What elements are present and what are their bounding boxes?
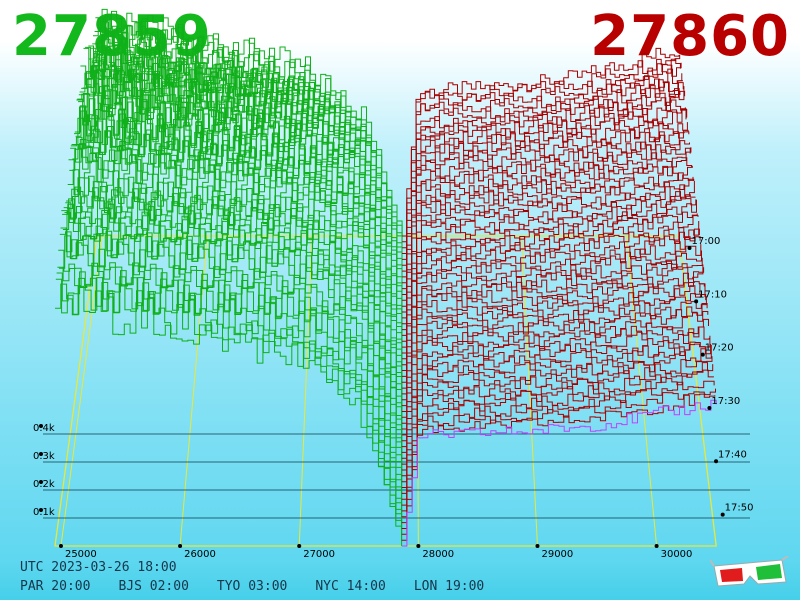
x-tick-marker xyxy=(654,544,659,548)
bid-depth-line xyxy=(68,143,403,447)
chart-floor xyxy=(54,235,717,547)
ask-depth-line xyxy=(401,303,708,471)
ask-depth-line xyxy=(402,86,685,278)
ask-depth-line xyxy=(401,391,716,535)
y-tick-label: 0.3k xyxy=(33,451,55,462)
ask-depth-line xyxy=(402,140,690,325)
time-tick-label: 17:00 xyxy=(692,236,721,247)
ask-depth-line xyxy=(401,399,717,547)
y-tick-marker xyxy=(39,480,43,484)
y-tick-label: 0.2k xyxy=(33,479,55,490)
ask-depth-line xyxy=(401,356,713,512)
x-grid-line xyxy=(60,235,103,547)
time-tick-marker xyxy=(687,246,692,250)
ask-depth-line xyxy=(401,199,697,383)
y-tick-marker xyxy=(39,508,43,512)
3d-glasses-icon[interactable] xyxy=(710,556,790,592)
time-tick-label: 17:20 xyxy=(705,343,734,354)
ask-depth-line xyxy=(401,380,715,529)
x-grid-line xyxy=(298,235,313,547)
ask-depth-line xyxy=(402,47,680,237)
ask-depth-line xyxy=(401,228,700,407)
ask-depth-line xyxy=(401,211,698,389)
x-tick-marker xyxy=(535,544,540,548)
axis-labels: 25000 26000 27000 28000 29000 30000 0.1k 0.2k 0.… xyxy=(33,236,754,560)
timezone-lon: LON 19:00 xyxy=(413,579,485,594)
x-tick-label: 30000 xyxy=(661,549,693,560)
time-tick-label: 17:40 xyxy=(718,449,747,460)
x-tick-marker xyxy=(58,544,63,548)
y-tick-marker xyxy=(39,424,43,428)
ask-depth-line xyxy=(402,62,682,254)
bid-depth-line xyxy=(60,227,403,506)
ask-depth-line xyxy=(401,281,705,448)
ask-depth-line xyxy=(402,99,686,290)
time-tick-marker xyxy=(707,405,712,410)
ask-depth-line xyxy=(401,196,697,377)
time-tick-marker xyxy=(714,459,719,464)
ask-depth-line xyxy=(401,293,707,459)
bid-depth-line xyxy=(65,181,403,470)
x-tick-label: 27000 xyxy=(303,549,335,560)
ask-depth-line xyxy=(402,191,696,371)
ask-depth-line xyxy=(401,388,716,541)
y-tick-label: 0.4k xyxy=(33,423,55,434)
ask-depth-line xyxy=(401,345,712,506)
time-tick-marker xyxy=(694,299,699,304)
y-tick-marker xyxy=(39,452,43,456)
x-tick-label: 29000 xyxy=(541,549,573,560)
utc-time: UTC 2023-03-26 18:00 xyxy=(20,560,177,575)
x-tick-label: 26000 xyxy=(184,549,216,560)
x-tick-marker xyxy=(297,544,302,548)
time-tick-label: 17:50 xyxy=(725,503,754,514)
ask-depth-line xyxy=(402,58,681,249)
ask-depth-line xyxy=(402,68,683,260)
timezone-row: PAR 20:00 BJS 02:00 TYO 03:00 NYC 14:00 … xyxy=(20,579,512,594)
bid-depth-line xyxy=(72,117,403,418)
bid-depth-line xyxy=(79,70,403,365)
ask-depth-line xyxy=(401,236,701,412)
bid-depth-line xyxy=(74,105,403,400)
ask-depth-series xyxy=(401,47,717,547)
ask-depth-line xyxy=(401,326,710,488)
ask-depth-line xyxy=(401,318,709,483)
ask-depth-line xyxy=(402,172,694,354)
ask-depth-line xyxy=(402,122,688,307)
timezone-nyc: NYC 14:00 xyxy=(315,579,386,594)
timezone-tyo: TYO 03:00 xyxy=(216,579,288,594)
bid-depth-line xyxy=(85,46,403,324)
bid-depth-line xyxy=(76,92,403,389)
ask-depth-line xyxy=(401,283,706,453)
ask-depth-line xyxy=(402,156,693,342)
ask-depth-line xyxy=(401,257,703,430)
ask-depth-line xyxy=(402,81,684,272)
x-tick-label: 28000 xyxy=(422,549,454,560)
ask-depth-line xyxy=(401,244,702,418)
bid-depth-line xyxy=(64,187,403,476)
timezone-bjs: BJS 02:00 xyxy=(118,579,189,594)
ask-depth-line xyxy=(401,311,709,477)
bid-depth-series xyxy=(55,8,403,546)
time-tick-label: 17:10 xyxy=(698,289,727,300)
y-tick-label: 0.1k xyxy=(33,507,55,518)
ask-price: 27860 xyxy=(590,4,790,69)
ask-depth-line xyxy=(401,221,700,401)
bid-depth-line xyxy=(78,86,403,377)
x-tick-label: 25000 xyxy=(65,549,97,560)
ask-depth-line xyxy=(401,250,702,424)
x-tick-marker xyxy=(416,544,421,548)
time-tick-marker xyxy=(720,512,725,517)
time-tick-label: 17:30 xyxy=(711,396,740,407)
timezone-par: PAR 20:00 xyxy=(20,579,91,594)
bid-depth-line xyxy=(55,283,403,546)
ask-depth-line xyxy=(401,267,705,442)
ask-depth-line xyxy=(401,335,711,494)
x-tick-marker xyxy=(178,544,183,548)
time-tick-marker xyxy=(700,352,705,357)
